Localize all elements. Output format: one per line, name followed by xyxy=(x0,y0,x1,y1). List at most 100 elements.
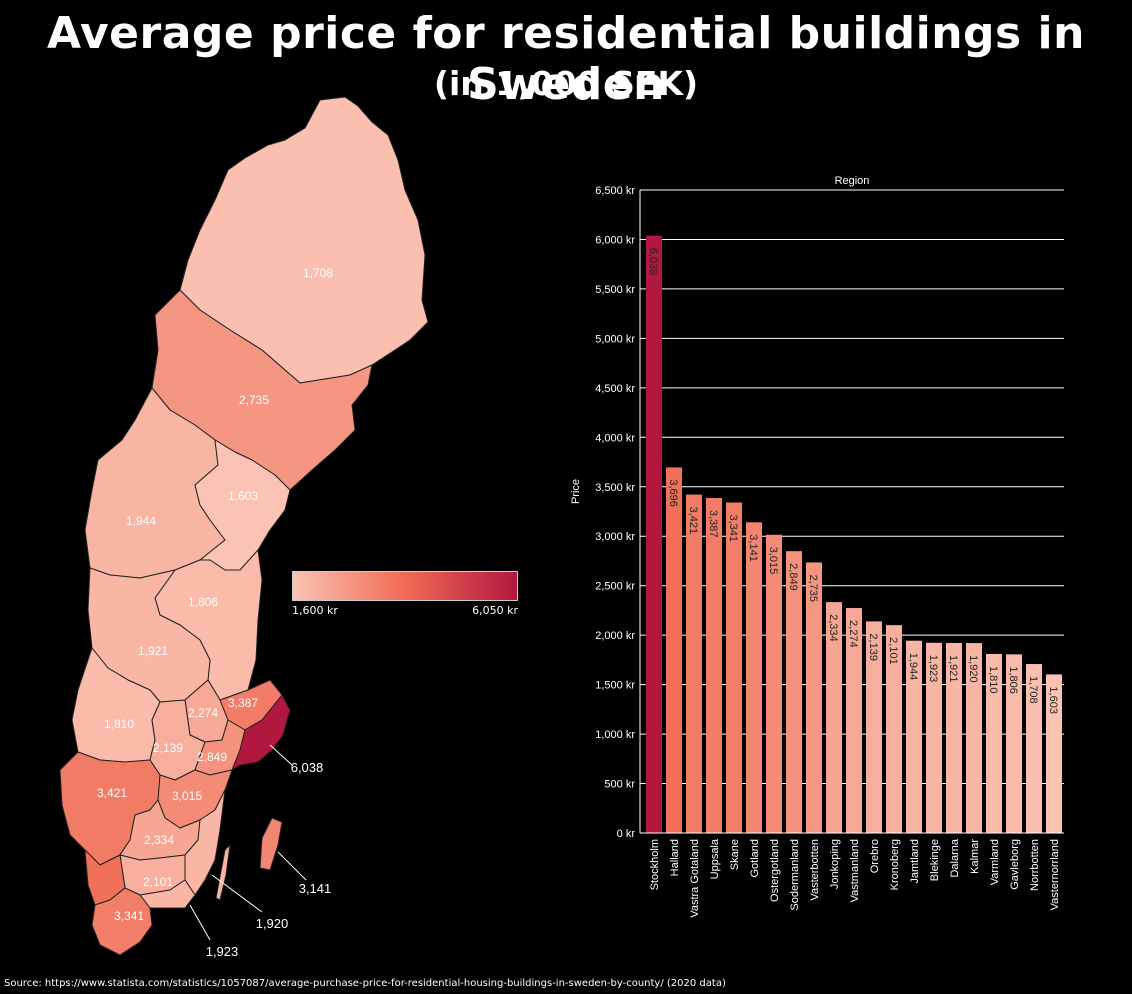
bar-value-label: 2,101 xyxy=(887,637,899,665)
bar-value-label: 1,810 xyxy=(987,666,999,694)
bar-gotland xyxy=(746,522,762,833)
x-tick-label: Orebro xyxy=(869,839,881,873)
bar-value-label: 2,735 xyxy=(807,574,819,602)
x-tick-label: Norrbotten xyxy=(1029,839,1041,891)
map-value-label: 1,923 xyxy=(206,944,239,959)
oland-island xyxy=(215,843,231,901)
bar-stockholm xyxy=(646,235,662,834)
y-tick-label: 3,000 kr xyxy=(595,531,635,543)
region-gotland[interactable] xyxy=(259,817,283,871)
x-tick-label: Uppsala xyxy=(709,838,721,879)
y-axis-label: Price xyxy=(570,479,582,504)
bar-value-label: 2,849 xyxy=(787,563,799,591)
legend-gradient-bar xyxy=(292,571,518,601)
x-tick-label: Vasterbotten xyxy=(809,839,821,901)
bar-value-label: 3,141 xyxy=(747,534,759,562)
bar-value-label: 6,038 xyxy=(647,248,659,276)
bar-value-label: 1,923 xyxy=(927,655,939,683)
bar-value-label: 1,708 xyxy=(1027,676,1039,704)
bar-vasternorrland xyxy=(1046,674,1062,833)
region-skane[interactable] xyxy=(91,887,153,956)
bar-value-label: 3,696 xyxy=(667,479,679,507)
y-tick-label: 0 kr xyxy=(617,828,636,840)
bar-value-label: 1,920 xyxy=(967,655,979,683)
color-legend: 1,600 kr 6,050 kr xyxy=(292,571,518,617)
y-tick-label: 4,000 kr xyxy=(595,432,635,444)
x-tick-label: Kalmar xyxy=(969,839,981,874)
y-tick-label: 6,500 kr xyxy=(595,185,635,197)
bar-jonkoping xyxy=(826,602,842,833)
map-value-label: 2,101 xyxy=(143,875,173,889)
x-tick-label: Ostergotland xyxy=(769,839,781,902)
y-tick-label: 2,500 kr xyxy=(595,581,635,593)
legend-max-label: 6,050 kr xyxy=(472,604,518,617)
map-value-label: 2,735 xyxy=(239,393,269,407)
bar-blekinge xyxy=(926,642,942,833)
source-note: Source: https://www.statista.com/statist… xyxy=(4,978,726,989)
chart-subtitle: (in 1,000 SEK) xyxy=(433,64,699,103)
bar-value-label: 2,274 xyxy=(847,620,859,648)
map-value-label: 1,603 xyxy=(228,489,258,503)
bar-ostergotland xyxy=(766,534,782,833)
map-value-label: 1,921 xyxy=(138,644,168,658)
region-kalmar[interactable] xyxy=(184,789,226,896)
map-value-label: 2,849 xyxy=(197,750,227,764)
bar-sodermanland xyxy=(786,551,802,833)
y-tick-label: 1,000 kr xyxy=(595,729,635,741)
map-value-label: 3,015 xyxy=(172,789,202,803)
bar-value-label: 3,015 xyxy=(767,547,779,575)
chart-title: Average price for residential buildings … xyxy=(47,8,1085,110)
x-tick-label: Vasternorrland xyxy=(1049,839,1061,910)
y-tick-label: 6,000 kr xyxy=(595,234,635,246)
bar-value-label: 1,944 xyxy=(907,653,919,681)
bar-gavleborg xyxy=(1006,654,1022,833)
x-tick-label: Kronoberg xyxy=(889,839,901,890)
bar-kronoberg xyxy=(886,625,902,833)
x-tick-label: Vastmanland xyxy=(849,839,861,902)
bar-varmland xyxy=(986,653,1002,833)
map-value-label: 3,141 xyxy=(299,881,332,896)
x-tick-label: Jamtland xyxy=(909,839,921,884)
x-tick-label: Jonkoping xyxy=(829,839,841,889)
bar-vastra-gotaland xyxy=(686,494,702,833)
bar-norrbotten xyxy=(1026,664,1042,833)
bar-value-label: 1,806 xyxy=(1007,666,1019,694)
map-value-label: 3,341 xyxy=(114,909,144,923)
x-tick-label: Blekinge xyxy=(929,839,941,881)
legend-min-label: 1,600 kr xyxy=(292,604,338,617)
bar-value-label: 2,139 xyxy=(867,633,879,661)
x-tick-label: Sodermanland xyxy=(789,839,801,911)
bar-value-label: 3,421 xyxy=(687,507,699,535)
bar-value-label: 1,603 xyxy=(1047,686,1059,714)
sweden-map: 1,708 2,735 1,603 1,944 1,806 1,921 1,810 2,274… xyxy=(59,96,429,959)
map-value-label: 6,038 xyxy=(291,760,324,775)
bar-vasterbotten xyxy=(806,562,822,833)
x-tick-label: Varmland xyxy=(989,839,1001,885)
y-tick-label: 500 kr xyxy=(604,779,635,791)
bar-value-label: 1,921 xyxy=(947,655,959,683)
bar-orebro xyxy=(866,621,882,833)
bar-value-label: 3,341 xyxy=(727,514,739,542)
x-tick-label: Skane xyxy=(729,839,741,870)
region-stockholm[interactable] xyxy=(231,694,291,771)
bar-jamtland xyxy=(906,640,922,833)
y-tick-label: 5,500 kr xyxy=(595,284,635,296)
map-value-label: 2,274 xyxy=(188,706,218,720)
bar-kalmar xyxy=(966,643,982,833)
map-value-label: 1,944 xyxy=(126,514,156,528)
bar-uppsala xyxy=(706,497,722,833)
map-value-label: 2,139 xyxy=(153,741,183,755)
x-tick-label: Halland xyxy=(669,839,681,876)
map-value-label: 1,806 xyxy=(188,595,218,609)
map-value-label: 1,708 xyxy=(303,266,333,280)
x-tick-label: Dalarna xyxy=(949,838,961,877)
bar-vastmanland xyxy=(846,608,862,833)
y-tick-label: 4,500 kr xyxy=(595,383,635,395)
x-tick-label: Gotland xyxy=(749,839,761,878)
map-value-label: 1,920 xyxy=(256,916,289,931)
x-tick-label: Gavleborg xyxy=(1009,839,1021,890)
y-tick-label: 2,000 kr xyxy=(595,630,635,642)
bar-value-label: 2,334 xyxy=(827,614,839,642)
chart-header: Region xyxy=(835,175,870,187)
